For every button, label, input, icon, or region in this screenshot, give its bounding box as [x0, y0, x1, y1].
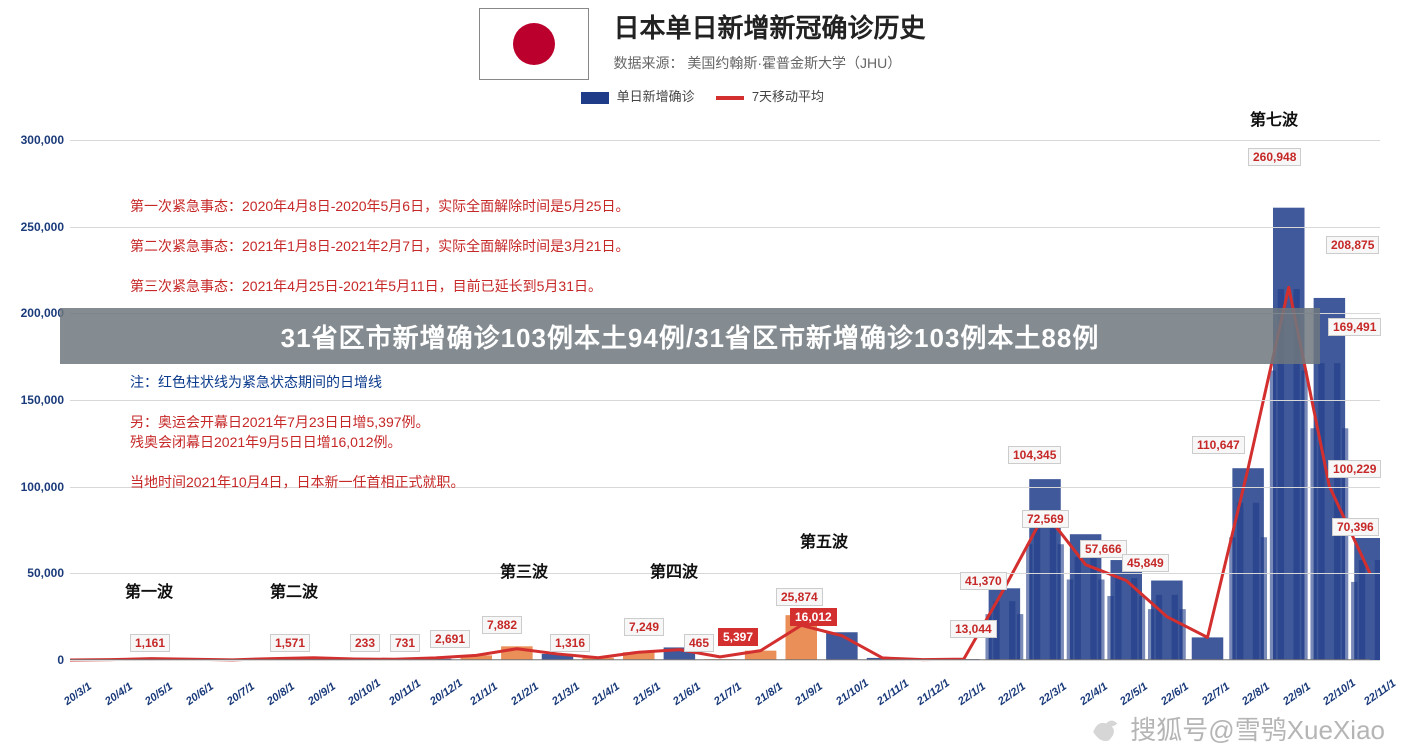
bird-icon: [1089, 715, 1123, 749]
peak-label: 1,161: [130, 634, 170, 652]
main-title: 日本单日新增新冠确诊历史: [613, 8, 925, 45]
legend-line-swatch: [716, 96, 744, 100]
bar: [1192, 637, 1224, 660]
peak-label: 5,397: [718, 628, 758, 646]
y-tick-label: 300,000: [4, 133, 64, 147]
wave-label: 第四波: [650, 558, 698, 582]
peak-label: 731: [390, 634, 420, 652]
gridline: [70, 660, 1380, 661]
peak-label: 100,229: [1328, 460, 1381, 478]
annotation-text: 残奥会闭幕日2021年9月5日日增16,012例。: [130, 432, 402, 452]
peak-label: 104,345: [1008, 446, 1061, 464]
peak-label: 16,012: [790, 608, 837, 626]
source-prefix: 数据来源：: [613, 55, 683, 71]
wave-label: 第二波: [270, 578, 318, 602]
legend-bar-swatch: [581, 92, 609, 104]
japan-flag: [479, 8, 589, 80]
watermark-text: 搜狐号@雪鸮XueXiao: [1130, 715, 1385, 745]
gridline: [70, 227, 1380, 228]
annotation-text: 第三次紧急事态：2021年4月25日-2021年5月11日，目前已延长到5月31…: [130, 276, 602, 296]
title-block: 日本单日新增新冠确诊历史 数据来源： 美国约翰斯·霍普金斯大学（JHU）: [613, 8, 925, 73]
y-tick-label: 50,000: [4, 566, 64, 580]
annotation-text: 第二次紧急事态：2021年1月8日-2021年2月7日，实际全面解除时间是3月2…: [130, 236, 629, 256]
peak-label: 1,316: [550, 634, 590, 652]
gridline: [70, 400, 1380, 401]
peak-label: 7,249: [624, 618, 664, 636]
peak-label: 45,849: [1122, 554, 1169, 572]
source-text: 美国约翰斯·霍普金斯大学（JHU）: [687, 55, 901, 71]
y-tick-label: 150,000: [4, 393, 64, 407]
legend-bar-label: 单日新增确诊: [617, 89, 695, 104]
peak-label: 72,569: [1022, 510, 1069, 528]
watermark: 搜狐号@雪鸮XueXiao: [1089, 710, 1385, 749]
peak-label: 208,875: [1326, 236, 1379, 254]
peak-label: 57,666: [1080, 540, 1127, 558]
annotation-text: 注：红色柱状线为紧急状态期间的日增线: [130, 372, 382, 392]
wave-label: 第七波: [1250, 106, 1298, 130]
peak-label: 13,044: [950, 620, 997, 638]
y-tick-label: 0: [4, 653, 64, 667]
y-tick-label: 250,000: [4, 220, 64, 234]
legend-line-label: 7天移动平均: [752, 89, 824, 104]
wave-label: 第一波: [125, 578, 173, 602]
chart-header: 日本单日新增新冠确诊历史 数据来源： 美国约翰斯·霍普金斯大学（JHU）: [0, 0, 1405, 80]
annotation-text: 第一次紧急事态：2020年4月8日-2020年5月6日，实际全面解除时间是5月2…: [130, 196, 629, 216]
legend: 单日新增确诊 7天移动平均: [0, 86, 1405, 105]
gridline: [70, 140, 1380, 141]
annotation-text: 另：奥运会开幕日2021年7月23日日增5,397例。: [130, 412, 430, 432]
source-line: 数据来源： 美国约翰斯·霍普金斯大学（JHU）: [613, 53, 925, 73]
peak-label: 169,491: [1328, 318, 1381, 336]
flag-circle: [513, 23, 555, 65]
y-tick-label: 100,000: [4, 480, 64, 494]
peak-label: 465: [684, 634, 714, 652]
overlay-banner: 31省区市新增确诊103例本土94例/31省区市新增确诊103例本土88例: [60, 308, 1320, 364]
peak-label: 2,691: [430, 630, 470, 648]
peak-label: 25,874: [776, 588, 823, 606]
wave-label: 第五波: [800, 528, 848, 552]
peak-label: 110,647: [1192, 436, 1245, 454]
peak-label: 1,571: [270, 634, 310, 652]
y-tick-label: 200,000: [4, 306, 64, 320]
peak-label: 260,948: [1248, 148, 1301, 166]
peak-label: 7,882: [482, 616, 522, 634]
wave-label: 第三波: [500, 558, 548, 582]
peak-label: 70,396: [1332, 518, 1379, 536]
peak-label: 233: [350, 634, 380, 652]
annotation-text: 当地时间2021年10月4日，日本新一任首相正式就职。: [130, 472, 465, 492]
gridline: [70, 573, 1380, 574]
peak-label: 41,370: [960, 572, 1007, 590]
chart-area: 050,000100,000150,000200,000250,000300,0…: [70, 140, 1380, 695]
